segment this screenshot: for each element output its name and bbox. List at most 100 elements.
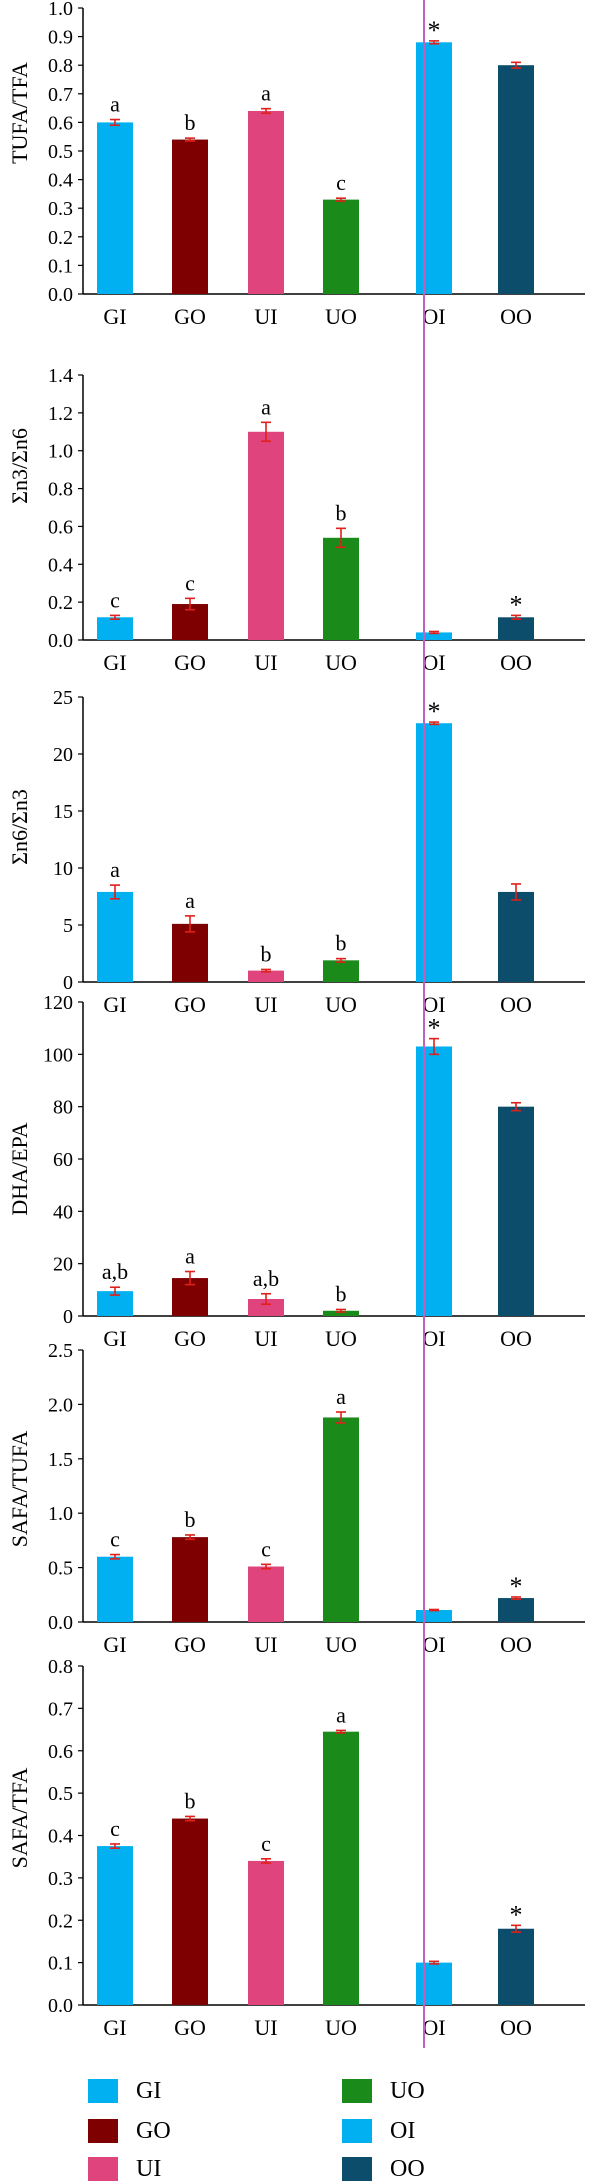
y-tick-label: 0.4 (48, 554, 73, 576)
x-tick-label: UI (254, 650, 277, 675)
y-tick-label: 0 (63, 972, 73, 994)
y-tick-label: 80 (53, 1097, 73, 1119)
bar-oi (416, 632, 452, 640)
bar-ui (248, 970, 284, 982)
bar-oi (416, 1610, 452, 1622)
y-tick-label: 1.0 (48, 0, 73, 20)
y-tick-label: 0.3 (48, 198, 73, 220)
significance-label: a,b (253, 1266, 279, 1291)
y-tick-label: 0.9 (48, 27, 73, 49)
bar-uo (323, 960, 359, 982)
significance-label: b (336, 500, 347, 525)
x-tick-label: UO (325, 2015, 357, 2040)
y-tick-label: 0.2 (48, 1910, 73, 1932)
x-tick-label: GI (103, 1326, 126, 1351)
bar-oo (498, 891, 534, 982)
significance-label: c (261, 1831, 271, 1856)
chart-panel-6: 0.0 0.1 0.2 0.3 0.4 0.5 0.6 0.7 0.8 SAFA/TFA c GI b G… (7, 1656, 585, 2040)
x-tick-label: UI (254, 992, 277, 1017)
bar-uo (323, 1310, 359, 1316)
x-tick-label: OI (422, 1632, 445, 1657)
bar-uo (323, 537, 359, 640)
significance-label: c (110, 1816, 120, 1841)
y-tick-label: 0.7 (48, 1698, 73, 1720)
y-tick-label: 15 (53, 801, 73, 823)
bar-ui (248, 431, 284, 640)
y-tick-label: 0.6 (48, 516, 73, 538)
chart-panel-2: 0.0 0.2 0.4 0.6 0.8 1.0 1.2 1.4 Σn3/Σn6 c GI c GO a UI… (7, 365, 585, 675)
y-tick-label: 40 (53, 1201, 73, 1223)
y-tick-label: 0.7 (48, 84, 73, 106)
x-tick-label: UO (325, 992, 357, 1017)
x-tick-label: UO (325, 304, 357, 329)
bar-ui (248, 110, 284, 295)
y-axis-title: SAFA/TUFA (7, 1431, 32, 1548)
x-tick-label: OI (422, 304, 445, 329)
significance-label: * (510, 590, 523, 619)
significance-label: a (110, 857, 120, 882)
y-tick-label: 0.8 (48, 479, 73, 501)
bar-go (172, 139, 208, 294)
y-tick-label: 0.2 (48, 227, 73, 249)
y-tick-label: 0.0 (48, 1612, 73, 1634)
x-tick-label: OO (500, 2015, 532, 2040)
significance-label: b (185, 1507, 196, 1532)
y-tick-label: 5 (63, 915, 73, 937)
y-tick-label: 1.0 (48, 1503, 73, 1525)
y-tick-label: 0.2 (48, 592, 73, 614)
bar-go (172, 1537, 208, 1622)
bar-gi (97, 1846, 133, 2005)
y-axis-title: SAFA/TFA (7, 1768, 32, 1869)
significance-label: b (261, 941, 272, 966)
bar-go (172, 923, 208, 982)
x-tick-label: OO (500, 1326, 532, 1351)
y-tick-label: 2.5 (48, 1340, 73, 1362)
y-axis-title: DHA/EPA (7, 1122, 32, 1215)
bar-oo (498, 1928, 534, 2005)
x-tick-label: OO (500, 304, 532, 329)
significance-label: c (336, 170, 346, 195)
y-tick-label: 0.6 (48, 1741, 73, 1763)
significance-label: * (428, 697, 441, 726)
y-tick-label: 1.4 (48, 365, 73, 387)
y-tick-label: 1.2 (48, 403, 73, 425)
x-tick-label: GO (174, 1632, 206, 1657)
significance-label: a (110, 92, 120, 117)
x-tick-label: GI (103, 1632, 126, 1657)
chart-panel-5: 0.0 0.5 1.0 1.5 2.0 2.5 SAFA/TUFA c GI b GO c UI a UO O… (7, 1340, 585, 1657)
bar-oo (498, 1598, 534, 1622)
significance-label: b (336, 1281, 347, 1306)
significance-label: * (510, 1572, 523, 1601)
x-tick-label: GI (103, 2015, 126, 2040)
bar-ui (248, 1298, 284, 1316)
bar-oi (416, 1962, 452, 2005)
y-tick-label: 0.4 (48, 1826, 73, 1848)
y-tick-label: 25 (53, 687, 73, 709)
y-tick-label: 0.8 (48, 1656, 73, 1678)
bar-uo (323, 199, 359, 294)
significance-label: a (185, 1244, 195, 1269)
y-tick-label: 120 (43, 992, 73, 1014)
y-tick-label: 0.0 (48, 630, 73, 652)
significance-label: a (336, 1384, 346, 1409)
y-tick-label: 0.0 (48, 1995, 73, 2017)
x-tick-label: UO (325, 1632, 357, 1657)
x-tick-label: UO (325, 1326, 357, 1351)
x-tick-label: UI (254, 2015, 277, 2040)
y-tick-label: 0.8 (48, 55, 73, 77)
bar-uo (323, 1417, 359, 1622)
y-tick-label: 0.5 (48, 1783, 73, 1805)
y-tick-label: 10 (53, 858, 73, 880)
bar-ui (248, 1566, 284, 1622)
y-tick-label: 0.3 (48, 1868, 73, 1890)
y-tick-label: 1.5 (48, 1449, 73, 1471)
bar-oo (498, 1106, 534, 1316)
bar-gi (97, 617, 133, 640)
x-tick-label: OO (500, 650, 532, 675)
y-tick-label: 1.0 (48, 441, 73, 463)
x-tick-label: GO (174, 2015, 206, 2040)
x-tick-label: OI (422, 650, 445, 675)
significance-label: b (336, 931, 347, 956)
significance-label: b (185, 1788, 196, 1813)
